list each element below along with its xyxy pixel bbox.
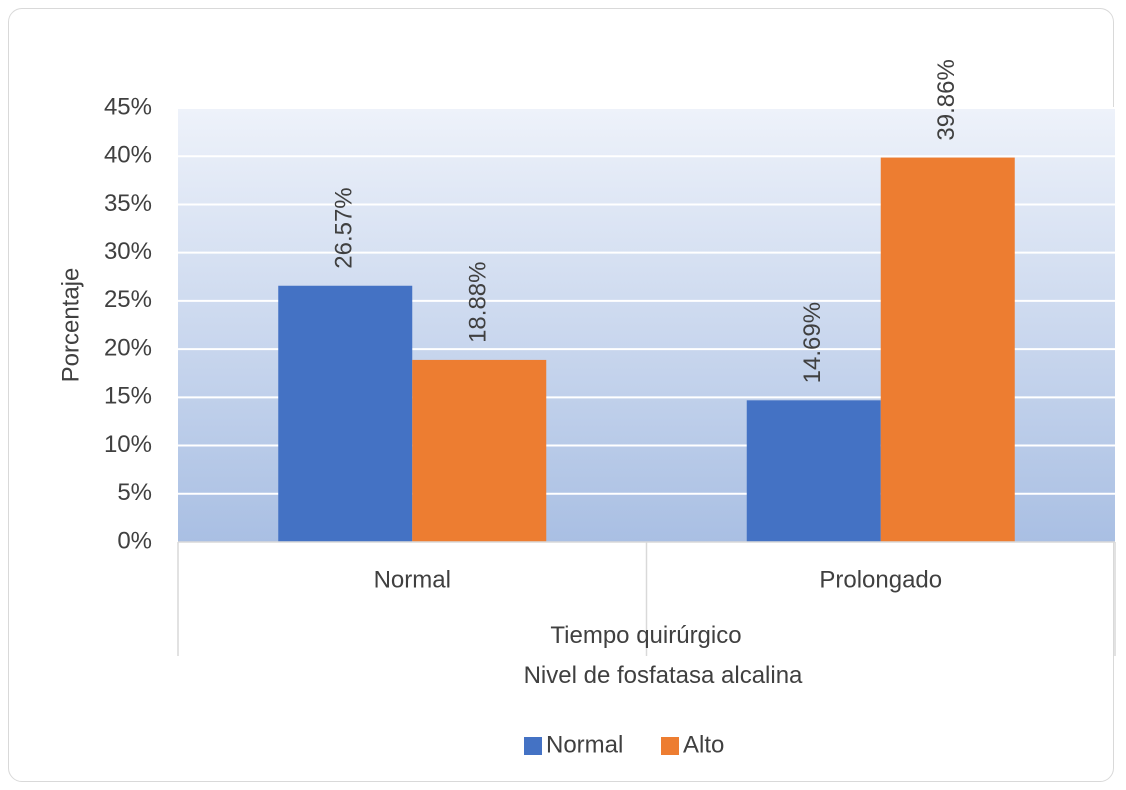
legend: Normal Alto (524, 731, 724, 758)
x-category-label: Normal (374, 566, 451, 593)
y-tick-label: 25% (104, 286, 152, 313)
x-category-label: Prolongado (819, 566, 942, 593)
data-label: 26.57% (331, 187, 358, 268)
x-axis: Normal Prolongado (177, 541, 1116, 656)
legend-label-alto: Alto (683, 731, 724, 758)
data-label: 14.69% (799, 302, 826, 383)
legend-swatch-normal (524, 737, 542, 755)
bars (278, 157, 1015, 542)
y-tick-labels: 0% 5% 10% 15% 20% 25% 30% 35% 40% 45% (104, 93, 152, 554)
y-tick-label: 20% (104, 334, 152, 361)
bar-alto-prolongado (880, 157, 1015, 542)
y-tick-label: 35% (104, 190, 152, 217)
data-label: 39.86% (933, 59, 960, 140)
y-tick-label: 15% (104, 383, 152, 410)
legend-swatch-alto (661, 737, 679, 755)
y-tick-label: 0% (117, 527, 152, 554)
y-tick-label: 45% (104, 93, 152, 120)
y-tick-label: 40% (104, 142, 152, 169)
y-tick-label: 30% (104, 238, 152, 265)
bar-alto-normal (412, 359, 547, 542)
data-labels: 26.57% 18.88% 14.69% 39.86% (331, 59, 961, 383)
bar-normal-prolongado (746, 400, 881, 542)
legend-label-normal: Normal (546, 731, 623, 758)
bar-normal-normal (278, 285, 413, 542)
x-axis-title-line-2: Nivel de fosfatasa alcalina (524, 662, 803, 689)
data-label: 18.88% (465, 262, 492, 343)
x-axis-title-line-1: Tiempo quirúrgico (550, 622, 741, 649)
y-tick-label: 10% (104, 431, 152, 458)
y-tick-label: 5% (117, 479, 152, 506)
y-axis-title: Porcentaje (57, 268, 84, 383)
